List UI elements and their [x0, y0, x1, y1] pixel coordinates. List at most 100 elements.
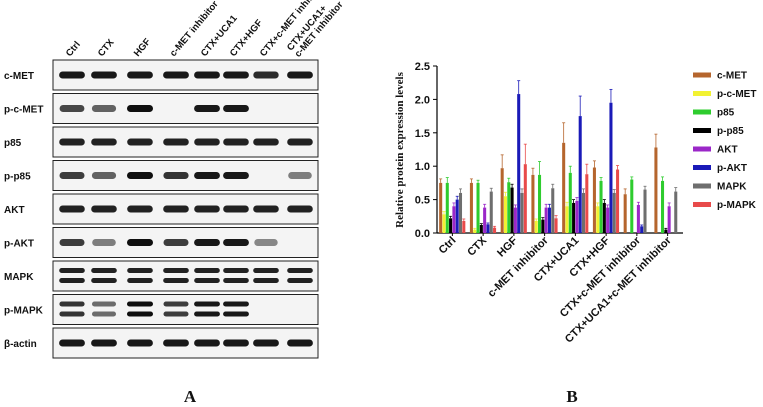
y-tick-label: 0.5	[415, 195, 430, 207]
legend-swatch	[693, 109, 711, 115]
blot-band	[59, 311, 85, 317]
legend-label: p-c-MET	[717, 89, 756, 100]
lane-label: HGF	[132, 36, 153, 59]
blot-band	[254, 239, 278, 246]
blot-band	[127, 172, 153, 179]
blot-band	[127, 205, 153, 213]
blot-band	[127, 278, 153, 283]
blot-band	[163, 138, 189, 146]
blot-band	[287, 71, 313, 79]
bar	[462, 220, 466, 233]
blot-label: c-MET	[4, 71, 34, 82]
blot-membrane	[52, 294, 319, 325]
blot-band	[91, 268, 117, 273]
legend-label: p85	[717, 108, 735, 119]
y-tick-label: 0.0	[415, 228, 430, 240]
blot-row: p-p85	[4, 160, 319, 191]
blot-band	[91, 172, 117, 179]
bar	[439, 182, 443, 233]
blot-band	[163, 268, 189, 273]
blot-band	[59, 339, 85, 347]
blot-band	[253, 71, 279, 79]
y-tick-label: 2.0	[415, 94, 430, 106]
bar	[640, 226, 644, 233]
lane-label: Ctrl	[64, 39, 83, 59]
blot-band	[194, 301, 220, 307]
blot-band	[287, 268, 313, 273]
blot-row: AKT	[4, 193, 319, 225]
bar	[541, 219, 545, 233]
bar	[500, 168, 504, 233]
blot-band	[92, 239, 116, 246]
blot-band	[194, 339, 220, 347]
blot-band	[253, 138, 279, 146]
bar	[575, 200, 579, 233]
lane-labels: Ctrl CTX HGF c-MET inhibitorCTX+UCA1CTX+HGF…	[64, 0, 346, 60]
blot-band	[163, 71, 189, 79]
blot-row: MAPK	[4, 260, 319, 292]
blot-band	[91, 278, 117, 283]
blot-label: p-MAPK	[4, 306, 44, 317]
legend-swatch	[693, 146, 711, 152]
bar	[483, 207, 487, 233]
y-tick-label: 1.5	[415, 128, 430, 140]
blot-band	[127, 339, 153, 347]
bar	[565, 206, 569, 233]
blot-row: p-c-MET	[4, 93, 319, 124]
legend-swatch	[693, 183, 711, 189]
bar	[592, 167, 596, 233]
legend-label: AKT	[717, 145, 738, 156]
blot-band	[223, 278, 249, 283]
blot-band	[223, 172, 249, 179]
bar	[654, 147, 658, 233]
blot-row: c-MET	[4, 59, 319, 91]
y-axis-label: Relative protein expression levels	[394, 71, 406, 227]
x-tick-label: HGF	[495, 234, 520, 259]
bar	[674, 191, 678, 233]
blot-rows: c-MET p-c-MET p85 p-p85 AKT p-AKT MAPK p-MAPK β-…	[4, 59, 319, 359]
blot-band	[127, 239, 153, 246]
bar	[623, 194, 627, 233]
blot-band	[59, 239, 85, 246]
bar	[572, 202, 576, 233]
bar	[469, 182, 473, 233]
bar	[479, 224, 483, 233]
legend-swatch	[693, 91, 711, 96]
blot-band	[194, 278, 220, 283]
bar	[667, 206, 671, 233]
blot-row: p85	[4, 126, 319, 158]
bar	[507, 182, 511, 233]
legend-swatch	[693, 165, 711, 170]
blot-band	[59, 268, 85, 273]
blot-band	[253, 339, 279, 347]
legend-label: c-MET	[717, 71, 747, 82]
bar	[489, 191, 493, 233]
blot-band	[287, 278, 313, 283]
bar	[664, 229, 668, 233]
blot-band	[223, 105, 249, 112]
panel-label-a: A	[184, 387, 197, 406]
bar	[661, 180, 665, 233]
bar	[606, 207, 610, 233]
panel-label-b: B	[566, 387, 577, 406]
bar	[510, 187, 514, 233]
bar	[602, 202, 606, 233]
bar	[612, 192, 616, 233]
blot-band	[59, 301, 85, 307]
blot-label: MAPK	[4, 272, 34, 283]
blot-band	[127, 268, 153, 273]
blot-label: p-c-MET	[4, 105, 43, 116]
blot-band	[223, 311, 249, 317]
bar	[493, 227, 497, 233]
y-tick-label: 2.5	[415, 61, 430, 73]
blot-band	[163, 301, 189, 307]
blot-band	[59, 71, 85, 79]
western-blot-panel: Ctrl CTX HGF c-MET inhibitorCTX+UCA1CTX+HGF…	[4, 0, 346, 406]
chart-legend: c-MET p-c-MET p85 p-p85 AKT p-AKT MAPK p-MAPK	[693, 71, 757, 211]
blot-band	[91, 71, 117, 79]
blot-band	[127, 311, 153, 317]
legend-swatch	[693, 72, 711, 78]
bar	[452, 206, 456, 233]
lane-label-line: CTX	[96, 37, 117, 59]
